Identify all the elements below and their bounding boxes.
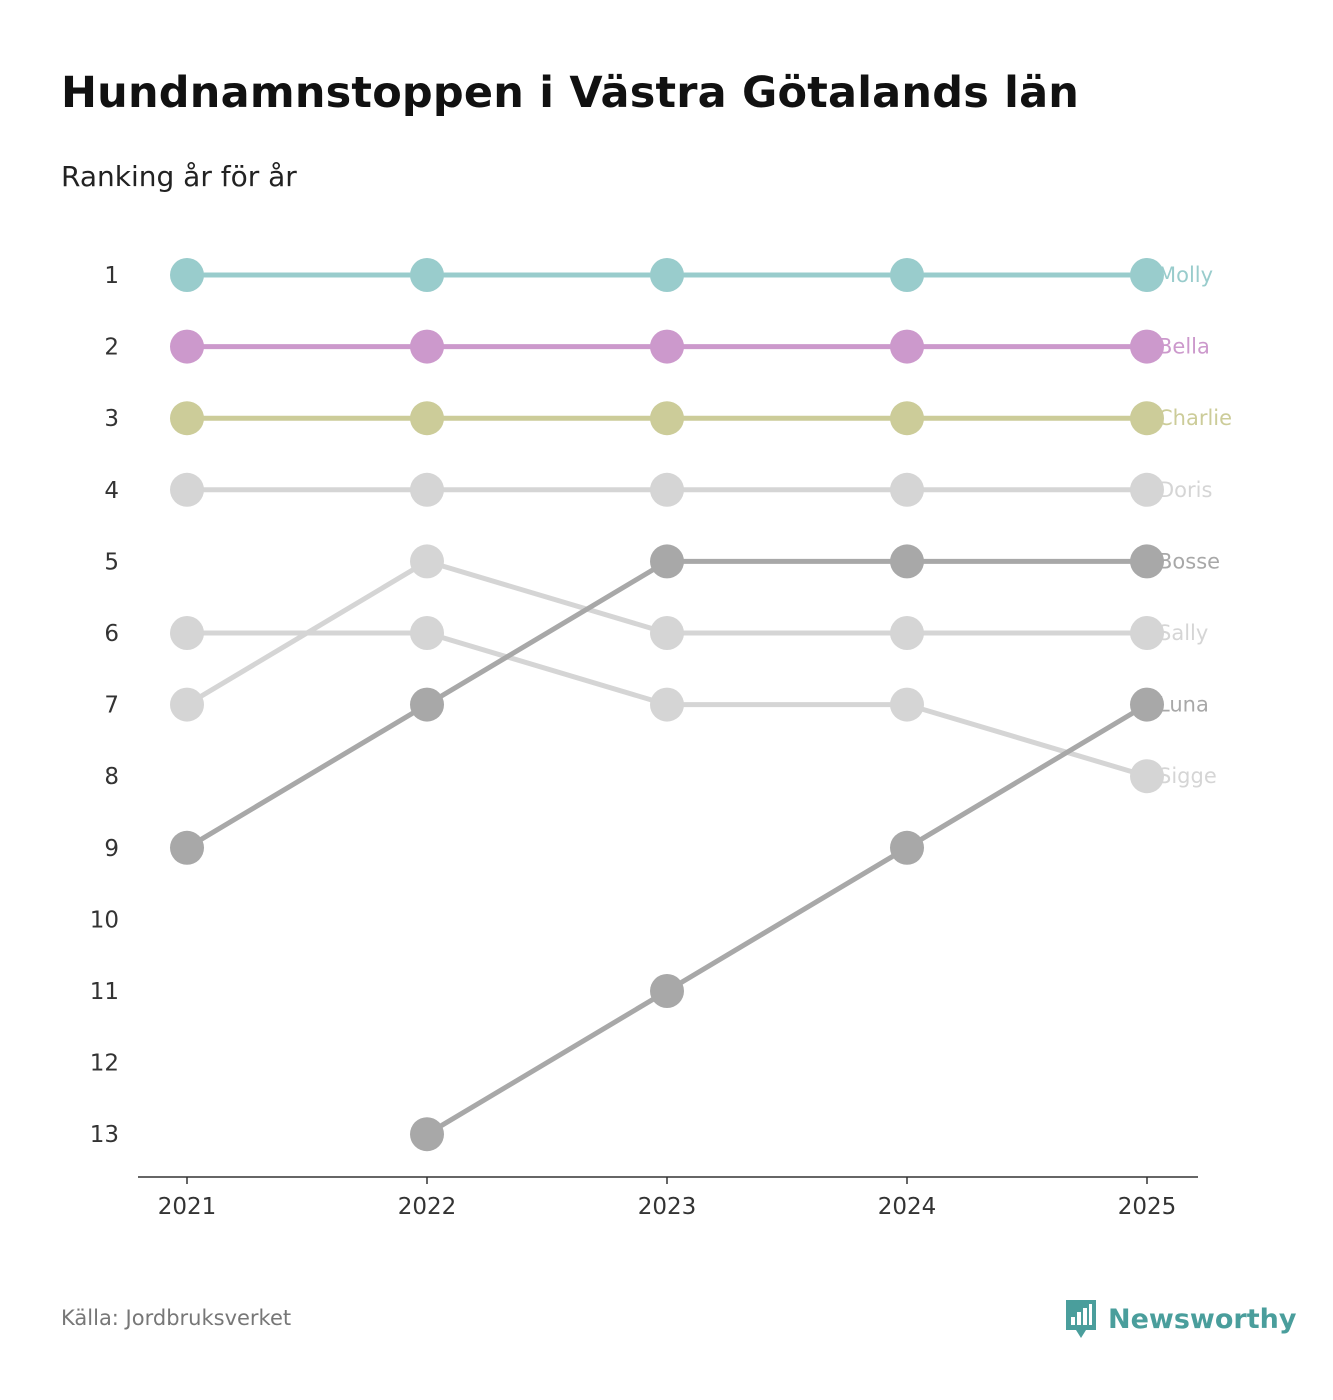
data-point-bella <box>410 329 444 364</box>
x-tick-label: 2024 <box>878 1194 937 1220</box>
series-label-sigge: Sigge <box>1158 764 1217 788</box>
data-point-luna <box>410 1117 444 1152</box>
data-point-molly <box>1130 258 1164 292</box>
chart-title: Hundnamnstoppen i Västra Götalands län <box>61 68 1080 118</box>
source-note: Källa: Jordbruksverket <box>61 1306 292 1330</box>
data-point-molly <box>890 258 924 292</box>
y-tick-label: 10 <box>90 907 119 933</box>
series-label-sally: Sally <box>1158 621 1208 645</box>
data-point-sigge <box>1130 759 1164 794</box>
data-point-bosse <box>170 830 204 865</box>
y-tick-label: 11 <box>90 979 119 1005</box>
data-point-sigge <box>650 687 684 722</box>
series-line-luna <box>424 702 1150 1137</box>
data-point-bella <box>890 329 924 364</box>
data-point-luna <box>1130 687 1164 722</box>
y-tick-label: 7 <box>104 693 119 719</box>
y-tick-label: 6 <box>104 621 119 647</box>
series-label-bosse: Bosse <box>1158 549 1220 573</box>
chart-subtitle: Ranking år för år <box>61 160 297 193</box>
data-point-bosse <box>890 544 924 579</box>
y-tick-label: 8 <box>104 764 119 790</box>
data-point-sally <box>170 687 204 722</box>
series-label-molly: Molly <box>1158 263 1213 287</box>
y-tick-label: 1 <box>104 263 119 289</box>
data-point-charlie <box>650 401 684 436</box>
y-tick-label: 12 <box>90 1051 119 1077</box>
y-tick-label: 3 <box>104 406 119 432</box>
data-point-charlie <box>890 401 924 436</box>
data-point-luna <box>890 830 924 865</box>
data-point-luna <box>650 974 684 1008</box>
y-tick-label: 5 <box>104 549 119 575</box>
data-point-sally <box>650 616 684 650</box>
brand-logo: Newsworthy <box>1064 1298 1296 1340</box>
data-point-molly <box>650 258 684 292</box>
data-point-sally <box>1130 616 1164 650</box>
data-point-doris <box>890 472 924 507</box>
series-label-charlie: Charlie <box>1158 406 1232 430</box>
data-point-bella <box>170 329 204 364</box>
series-label-bella: Bella <box>1158 335 1210 359</box>
data-point-charlie <box>410 401 444 436</box>
data-point-doris <box>170 472 204 507</box>
data-point-sally <box>890 616 924 650</box>
newsworthy-logo-icon <box>1066 1300 1096 1338</box>
data-point-sigge <box>170 616 204 650</box>
data-point-molly <box>410 258 444 292</box>
x-tick-label: 2025 <box>1118 1194 1177 1220</box>
y-tick-label: 13 <box>90 1122 119 1148</box>
data-point-doris <box>1130 472 1164 507</box>
data-point-sally <box>410 544 444 579</box>
y-tick-label: 4 <box>104 478 119 504</box>
x-tick-label: 2021 <box>158 1194 217 1220</box>
data-point-bosse <box>410 687 444 722</box>
x-tick-label: 2023 <box>638 1194 697 1220</box>
data-point-molly <box>170 258 204 292</box>
data-point-doris <box>650 472 684 507</box>
data-point-bella <box>650 329 684 364</box>
data-point-doris <box>410 472 444 507</box>
data-point-charlie <box>170 401 204 436</box>
y-tick-label: 9 <box>104 836 119 862</box>
data-point-sigge <box>890 687 924 722</box>
series-label-luna: Luna <box>1158 693 1209 717</box>
series-label-doris: Doris <box>1158 478 1212 502</box>
data-point-charlie <box>1130 401 1164 436</box>
data-point-sigge <box>410 616 444 650</box>
data-point-bosse <box>1130 544 1164 579</box>
data-point-bella <box>1130 329 1164 364</box>
x-tick-label: 2022 <box>398 1194 457 1220</box>
brand-name: Newsworthy <box>1108 1303 1297 1335</box>
data-point-bosse <box>650 544 684 579</box>
y-tick-label: 2 <box>104 335 119 361</box>
